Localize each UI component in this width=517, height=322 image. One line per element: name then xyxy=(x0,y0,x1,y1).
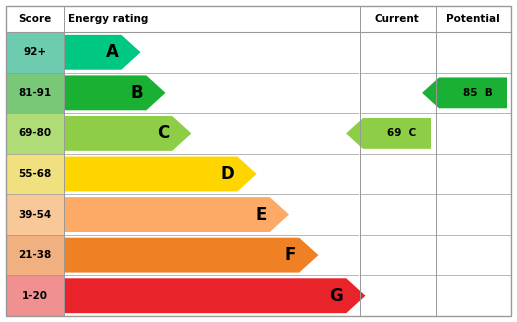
Bar xyxy=(6,32,64,72)
Polygon shape xyxy=(64,238,318,273)
Bar xyxy=(436,72,510,113)
Bar xyxy=(6,275,64,316)
Text: 92+: 92+ xyxy=(23,47,47,57)
Bar xyxy=(64,72,358,113)
Bar xyxy=(360,32,434,72)
Text: 1-20: 1-20 xyxy=(22,291,48,301)
Bar xyxy=(436,154,510,194)
Polygon shape xyxy=(64,35,141,70)
Text: B: B xyxy=(131,84,143,102)
Bar xyxy=(436,32,510,72)
Polygon shape xyxy=(64,197,289,232)
Bar xyxy=(436,113,510,154)
Bar xyxy=(64,113,358,154)
Bar xyxy=(360,113,434,154)
Text: Potential: Potential xyxy=(446,14,500,24)
Bar xyxy=(360,154,434,194)
Polygon shape xyxy=(346,118,431,149)
Bar xyxy=(6,72,64,113)
Bar xyxy=(64,275,358,316)
Text: 39-54: 39-54 xyxy=(19,210,52,220)
Bar xyxy=(64,235,358,275)
Polygon shape xyxy=(64,116,191,151)
Text: E: E xyxy=(255,205,267,223)
Bar xyxy=(360,72,434,113)
Bar xyxy=(436,275,510,316)
Text: D: D xyxy=(221,165,235,183)
Bar xyxy=(360,194,434,235)
Bar xyxy=(436,235,510,275)
Polygon shape xyxy=(422,77,507,108)
Polygon shape xyxy=(64,75,165,110)
Text: 21-38: 21-38 xyxy=(19,250,52,260)
Bar xyxy=(64,154,358,194)
Bar xyxy=(6,235,64,275)
Text: 85  B: 85 B xyxy=(463,88,493,98)
Bar xyxy=(6,6,511,32)
Text: C: C xyxy=(157,124,169,142)
Text: G: G xyxy=(329,287,343,305)
Bar xyxy=(360,275,434,316)
Polygon shape xyxy=(64,278,366,313)
Text: 69-80: 69-80 xyxy=(19,128,52,138)
Text: A: A xyxy=(105,43,118,61)
Text: Current: Current xyxy=(375,14,419,24)
Bar xyxy=(360,235,434,275)
Bar xyxy=(6,194,64,235)
Text: Energy rating: Energy rating xyxy=(68,14,148,24)
Bar xyxy=(6,154,64,194)
Bar xyxy=(64,32,358,72)
Text: 69  C: 69 C xyxy=(387,128,417,138)
Bar xyxy=(436,194,510,235)
Text: 81-91: 81-91 xyxy=(19,88,52,98)
Text: Score: Score xyxy=(19,14,52,24)
Bar xyxy=(64,194,358,235)
Bar xyxy=(6,113,64,154)
Text: 55-68: 55-68 xyxy=(19,169,52,179)
Polygon shape xyxy=(64,156,256,192)
Text: F: F xyxy=(285,246,296,264)
